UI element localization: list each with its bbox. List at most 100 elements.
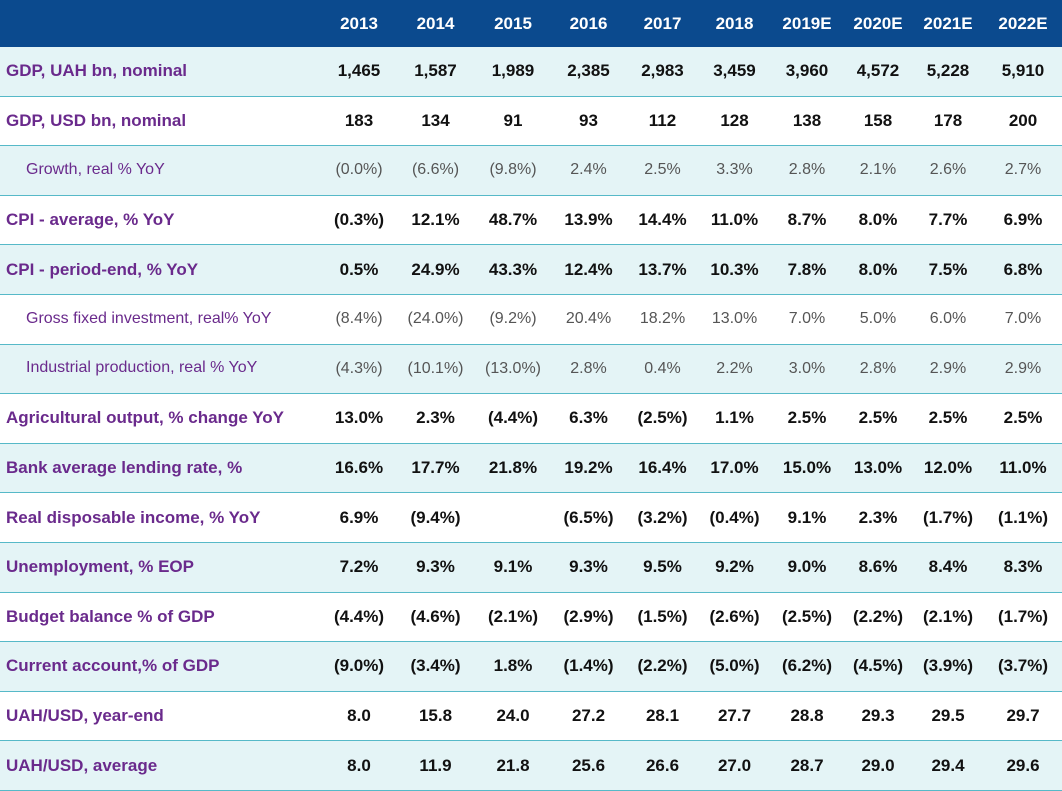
value-cell: 2.5%	[844, 394, 912, 444]
value-cell: 2.3%	[844, 493, 912, 543]
value-cell: (2.5%)	[626, 394, 699, 444]
value-cell: 19.2%	[551, 443, 626, 494]
header-corner	[0, 0, 322, 47]
value-cell: 2.8%	[551, 344, 626, 395]
value-cell: (13.0%)	[475, 344, 551, 395]
value-cell: 6.9%	[322, 493, 396, 543]
value-cell: 27.0	[699, 741, 770, 791]
value-cell: 26.6	[626, 741, 699, 791]
row-label: Agricultural output, % change YoY	[0, 394, 322, 444]
value-cell: 7.0%	[770, 295, 844, 345]
value-cell: 9.3%	[551, 542, 626, 593]
value-cell: 9.0%	[770, 542, 844, 593]
row-label: UAH/USD, average	[0, 741, 322, 791]
value-cell: (5.0%)	[699, 642, 770, 692]
column-header: 2017	[626, 0, 699, 47]
value-cell: 12.4%	[551, 245, 626, 295]
value-cell: 2.5%	[626, 146, 699, 196]
value-cell: (1.1%)	[984, 493, 1062, 543]
value-cell: 7.2%	[322, 542, 396, 593]
value-cell: 8.0	[322, 692, 396, 742]
value-cell: 1,465	[322, 47, 396, 97]
value-cell: 13.0%	[844, 443, 912, 494]
value-cell: 2.5%	[770, 394, 844, 444]
value-cell: 9.2%	[699, 542, 770, 593]
value-cell: (2.1%)	[912, 593, 984, 643]
value-cell: (1.7%)	[984, 593, 1062, 643]
value-cell: 0.4%	[626, 344, 699, 395]
value-cell: (3.2%)	[626, 493, 699, 543]
value-cell: 16.4%	[626, 443, 699, 494]
row-label: Growth, real % YoY	[0, 146, 322, 196]
row-label: Real disposable income, % YoY	[0, 493, 322, 543]
value-cell: 2.5%	[912, 394, 984, 444]
value-cell: (4.4%)	[322, 593, 396, 643]
value-cell: 8.0	[322, 741, 396, 791]
value-cell: (0.4%)	[699, 493, 770, 543]
value-cell: 2.9%	[912, 344, 984, 395]
row-label: GDP, UAH bn, nominal	[0, 47, 322, 97]
value-cell: (3.4%)	[396, 642, 475, 692]
value-cell: 3,960	[770, 47, 844, 97]
value-cell: (2.2%)	[626, 642, 699, 692]
value-cell: 8.3%	[984, 542, 1062, 593]
value-cell: (2.6%)	[699, 593, 770, 643]
value-cell: 1,989	[475, 47, 551, 97]
value-cell: 2.6%	[912, 146, 984, 196]
value-cell: (4.5%)	[844, 642, 912, 692]
value-cell: 138	[770, 97, 844, 147]
value-cell: 24.0	[475, 692, 551, 742]
value-cell: 43.3%	[475, 245, 551, 295]
value-cell: 8.0%	[844, 196, 912, 246]
value-cell: (6.6%)	[396, 146, 475, 196]
value-cell: (8.4%)	[322, 295, 396, 345]
column-header: 2018	[699, 0, 770, 47]
value-cell: 9.1%	[475, 542, 551, 593]
value-cell: 7.7%	[912, 196, 984, 246]
value-cell: 24.9%	[396, 245, 475, 295]
value-cell: 3.0%	[770, 344, 844, 395]
value-cell: 9.3%	[396, 542, 475, 593]
value-cell: 20.4%	[551, 295, 626, 345]
row-label: Unemployment, % EOP	[0, 542, 322, 593]
value-cell: 128	[699, 97, 770, 147]
value-cell: 200	[984, 97, 1062, 147]
value-cell: (1.5%)	[626, 593, 699, 643]
value-cell: 27.7	[699, 692, 770, 742]
value-cell: 11.0%	[984, 443, 1062, 494]
value-cell: 17.7%	[396, 443, 475, 494]
value-cell: 2.5%	[984, 394, 1062, 444]
value-cell: 28.1	[626, 692, 699, 742]
row-label: GDP, USD bn, nominal	[0, 97, 322, 147]
row-label: CPI - period-end, % YoY	[0, 245, 322, 295]
row-label: Current account,% of GDP	[0, 642, 322, 692]
value-cell: (2.1%)	[475, 593, 551, 643]
value-cell: 3.3%	[699, 146, 770, 196]
value-cell: (3.9%)	[912, 642, 984, 692]
value-cell: 2.3%	[396, 394, 475, 444]
value-cell: 9.1%	[770, 493, 844, 543]
row-label: Gross fixed investment, real% YoY	[0, 295, 322, 345]
value-cell: 1.1%	[699, 394, 770, 444]
column-header: 2015	[475, 0, 551, 47]
value-cell: 13.9%	[551, 196, 626, 246]
value-cell: (0.3%)	[322, 196, 396, 246]
value-cell: 6.9%	[984, 196, 1062, 246]
column-header: 2019E	[770, 0, 844, 47]
value-cell: 14.4%	[626, 196, 699, 246]
value-cell: 112	[626, 97, 699, 147]
value-cell: (6.2%)	[770, 642, 844, 692]
value-cell: 2.8%	[844, 344, 912, 395]
value-cell: 134	[396, 97, 475, 147]
value-cell: 9.5%	[626, 542, 699, 593]
value-cell: 4,572	[844, 47, 912, 97]
value-cell: 6.0%	[912, 295, 984, 345]
value-cell: 29.3	[844, 692, 912, 742]
value-cell: (2.5%)	[770, 593, 844, 643]
value-cell: 28.8	[770, 692, 844, 742]
value-cell: 2.2%	[699, 344, 770, 395]
value-cell: 7.8%	[770, 245, 844, 295]
value-cell: 15.0%	[770, 443, 844, 494]
value-cell: 28.7	[770, 741, 844, 791]
